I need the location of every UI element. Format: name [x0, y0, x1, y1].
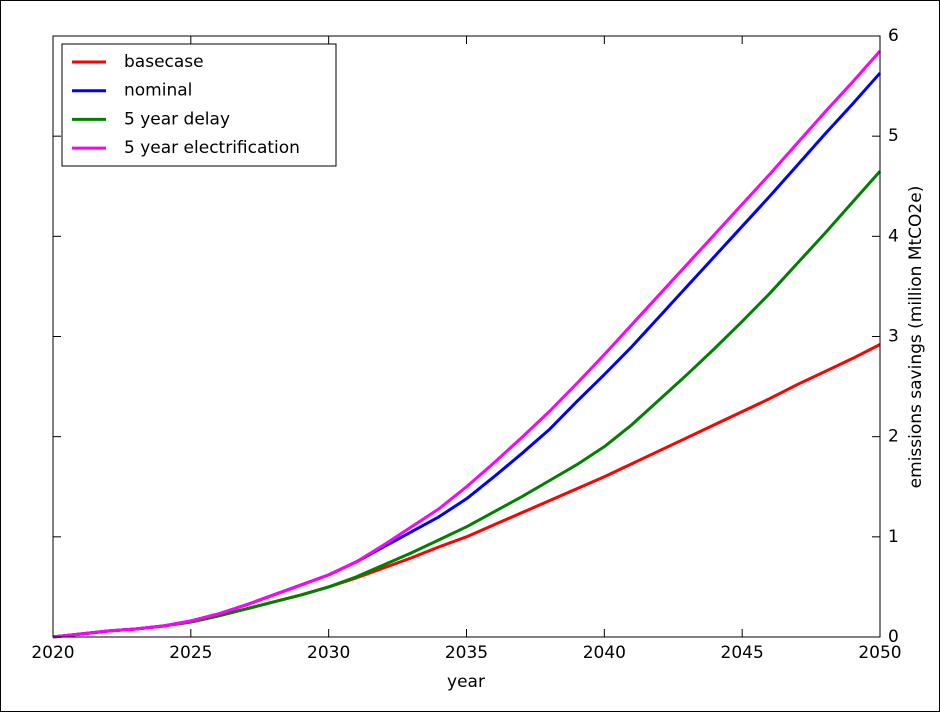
x-tick-label: 2025 — [169, 643, 212, 663]
y-tick-label: 2 — [888, 427, 899, 447]
series-line — [52, 50, 882, 639]
legend-label: 5 year electrification — [124, 138, 300, 158]
x-tick-label: 2045 — [721, 643, 764, 663]
y-tick-label: 1 — [888, 527, 899, 547]
x-tick-label: 2040 — [583, 643, 626, 663]
legend-label: 5 year delay — [124, 109, 230, 129]
y-axis-label: emissions savings (million MtCO2e) — [906, 186, 926, 489]
y-tick-label: 0 — [888, 627, 899, 647]
legend-label: basecase — [124, 52, 204, 72]
y-tick-label: 6 — [888, 26, 899, 46]
x-tick-label: 2020 — [31, 643, 74, 663]
legend-box — [61, 43, 337, 167]
x-tick-label: 2050 — [858, 643, 901, 663]
plot-frame — [52, 35, 881, 638]
legend-label: nominal — [124, 81, 192, 101]
y-tick-label: 3 — [888, 327, 899, 347]
x-axis-label: year — [447, 672, 485, 692]
x-tick-label: 2030 — [307, 643, 350, 663]
x-tick-label: 2035 — [445, 643, 488, 663]
y-tick-label: 5 — [888, 126, 899, 146]
y-tick-label: 4 — [888, 226, 899, 246]
